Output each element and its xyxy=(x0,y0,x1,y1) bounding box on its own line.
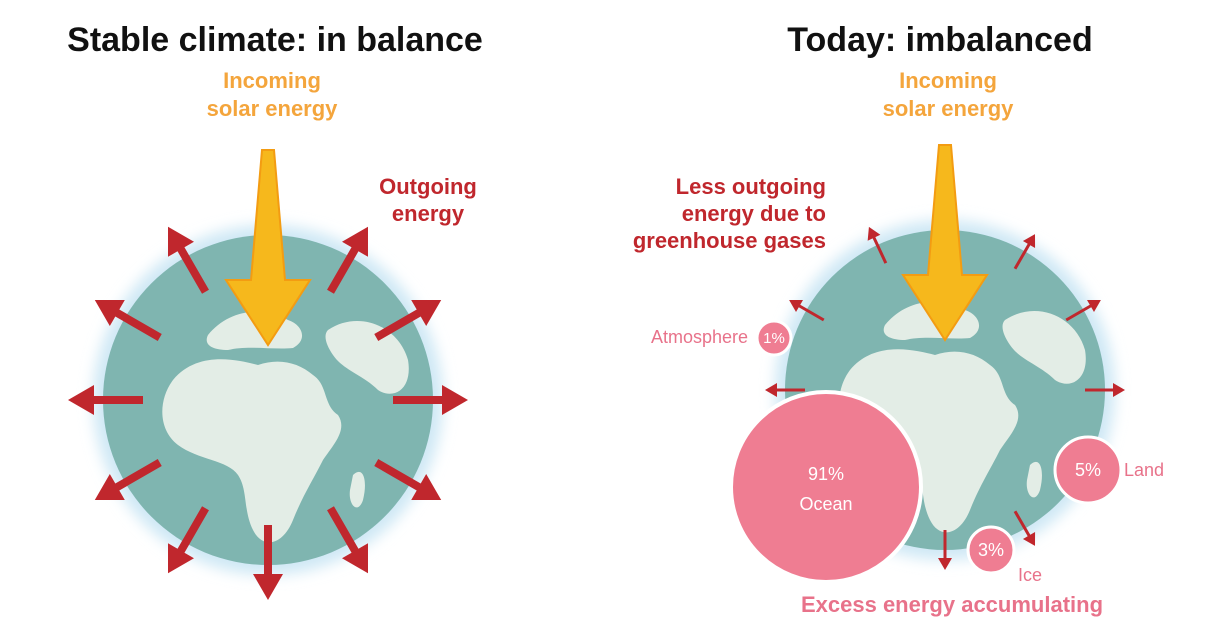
outgoing-arrow xyxy=(765,383,805,397)
solar-arrow xyxy=(224,149,312,347)
caption: Excess energy accumulating xyxy=(801,592,1103,617)
outgoing-arrow xyxy=(327,226,368,294)
outgoing-arrow xyxy=(374,459,442,500)
incoming-label: Incoming xyxy=(223,68,321,93)
bubble xyxy=(1053,435,1123,505)
bubble-label: Atmosphere xyxy=(651,327,748,347)
outgoing-label: energy xyxy=(392,201,465,226)
outgoing-label: Outgoing xyxy=(379,174,477,199)
outgoing-arrow xyxy=(393,385,468,415)
outgoing-arrow xyxy=(94,459,162,500)
outgoing-arrow xyxy=(789,299,825,322)
arrows xyxy=(68,226,1125,600)
outgoing-arrow xyxy=(1065,299,1101,322)
outgoing-arrow xyxy=(1013,510,1036,546)
outgoing-arrow xyxy=(1085,383,1125,397)
incoming-label: Incoming xyxy=(899,68,997,93)
outgoing-arrow xyxy=(68,385,143,415)
title: Stable climate: in balance xyxy=(67,21,483,59)
bubble-label: Ice xyxy=(1018,565,1042,585)
incoming-label: solar energy xyxy=(207,96,339,121)
bubbles: 1% Atmosphere 91% Ocean 5% Land 3% Ice xyxy=(651,319,1164,585)
outgoing-arrow xyxy=(789,299,825,322)
outgoing-arrow xyxy=(168,226,209,294)
outgoing-arrow xyxy=(327,226,368,294)
incoming-label: solar energy xyxy=(883,96,1015,121)
outgoing-arrow xyxy=(168,506,209,574)
outgoing-label: energy due to xyxy=(682,201,826,226)
outgoing-arrow xyxy=(94,300,162,341)
outgoing-arrow xyxy=(168,506,209,574)
bubble-percent: 1% xyxy=(763,330,785,347)
outgoing-arrow xyxy=(1085,383,1125,397)
outgoing-arrow xyxy=(765,383,805,397)
outgoing-arrow xyxy=(938,530,952,570)
bubble xyxy=(755,319,793,357)
bubble xyxy=(729,390,923,584)
outgoing-arrow xyxy=(327,506,368,574)
outgoing-arrow xyxy=(1065,299,1101,322)
outgoing-arrow xyxy=(68,385,143,415)
bubble xyxy=(966,525,1016,575)
outgoing-label: Less outgoing xyxy=(676,174,826,199)
bubble-percent: 91% xyxy=(808,464,844,484)
outgoing-arrow xyxy=(1013,234,1036,270)
outgoing-arrow xyxy=(168,226,209,294)
outgoing-arrow xyxy=(393,385,468,415)
bubble-percent: 5% xyxy=(1075,460,1101,480)
outgoing-arrow xyxy=(938,530,952,570)
outgoing-arrow xyxy=(253,525,283,600)
outgoing-arrow xyxy=(867,226,888,264)
outgoing-arrow xyxy=(374,459,442,500)
title: Today: imbalanced xyxy=(787,21,1092,59)
bubble-label: Land xyxy=(1124,460,1164,480)
outgoing-arrow xyxy=(1013,234,1036,270)
bubble-label: Ocean xyxy=(799,494,852,514)
outgoing-arrow xyxy=(1013,510,1036,546)
bubble-percent: 3% xyxy=(978,540,1004,560)
outgoing-arrow xyxy=(94,459,162,500)
outgoing-arrow xyxy=(867,226,888,264)
outgoing-arrow xyxy=(327,506,368,574)
outgoing-arrow xyxy=(94,300,162,341)
solar-arrow xyxy=(901,144,989,342)
outgoing-arrow xyxy=(374,300,442,341)
outgoing-arrow xyxy=(374,300,442,341)
outgoing-label: greenhouse gases xyxy=(633,228,826,253)
outgoing-arrow xyxy=(253,525,283,600)
